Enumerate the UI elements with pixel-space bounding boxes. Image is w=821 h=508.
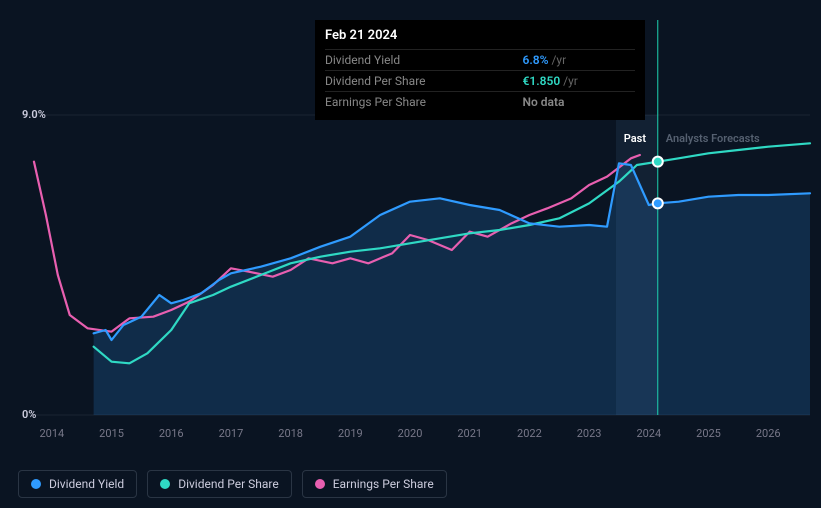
forecast-label: Analysts Forecasts: [666, 132, 760, 145]
x-axis-tick: 2025: [696, 427, 721, 440]
x-axis-tick: 2021: [457, 427, 482, 440]
legend-item-dividend-per-share[interactable]: Dividend Per Share: [147, 470, 292, 498]
hover-marker: [653, 198, 663, 208]
y-axis-label: 9.0%: [22, 108, 46, 121]
tooltip-row-label: Dividend Yield: [325, 50, 503, 71]
legend: Dividend Yield Dividend Per Share Earnings…: [18, 470, 447, 498]
legend-dot: [315, 479, 325, 489]
dividend-chart: Feb 21 2024 Dividend Yield6.8% /yrDivide…: [0, 0, 821, 508]
hover-marker: [653, 157, 663, 167]
x-axis-tick: 2024: [636, 427, 661, 440]
hover-tooltip: Feb 21 2024 Dividend Yield6.8% /yrDivide…: [315, 20, 645, 120]
hover-band: [616, 115, 658, 415]
tooltip-row-value: €1.850 /yr: [503, 71, 635, 92]
tooltip-date: Feb 21 2024: [325, 28, 635, 43]
x-axis-tick: 2017: [219, 427, 244, 440]
x-axis-tick: 2022: [517, 427, 542, 440]
x-axis-tick: 2018: [278, 427, 303, 440]
legend-item-earnings-per-share[interactable]: Earnings Per Share: [302, 470, 447, 498]
x-axis-tick: 2026: [756, 427, 781, 440]
x-axis-tick: 2016: [159, 427, 184, 440]
legend-label: Earnings Per Share: [333, 477, 434, 491]
tooltip-row-label: Earnings Per Share: [325, 92, 503, 113]
tooltip-row-value: No data: [503, 92, 635, 113]
tooltip-row-label: Dividend Per Share: [325, 71, 503, 92]
x-axis-tick: 2015: [99, 427, 124, 440]
x-axis-tick: 2020: [398, 427, 423, 440]
x-axis-tick: 2023: [577, 427, 602, 440]
legend-label: Dividend Per Share: [178, 477, 279, 491]
legend-dot: [160, 479, 170, 489]
tooltip-table: Dividend Yield6.8% /yrDividend Per Share…: [325, 49, 635, 112]
y-axis-label: 0%: [22, 408, 36, 421]
x-axis-tick: 2019: [338, 427, 363, 440]
past-label: Past: [624, 132, 646, 145]
legend-dot: [31, 479, 41, 489]
legend-item-dividend-yield[interactable]: Dividend Yield: [18, 470, 137, 498]
x-axis-tick: 2014: [39, 427, 64, 440]
tooltip-row-value: 6.8% /yr: [503, 50, 635, 71]
legend-label: Dividend Yield: [49, 477, 124, 491]
